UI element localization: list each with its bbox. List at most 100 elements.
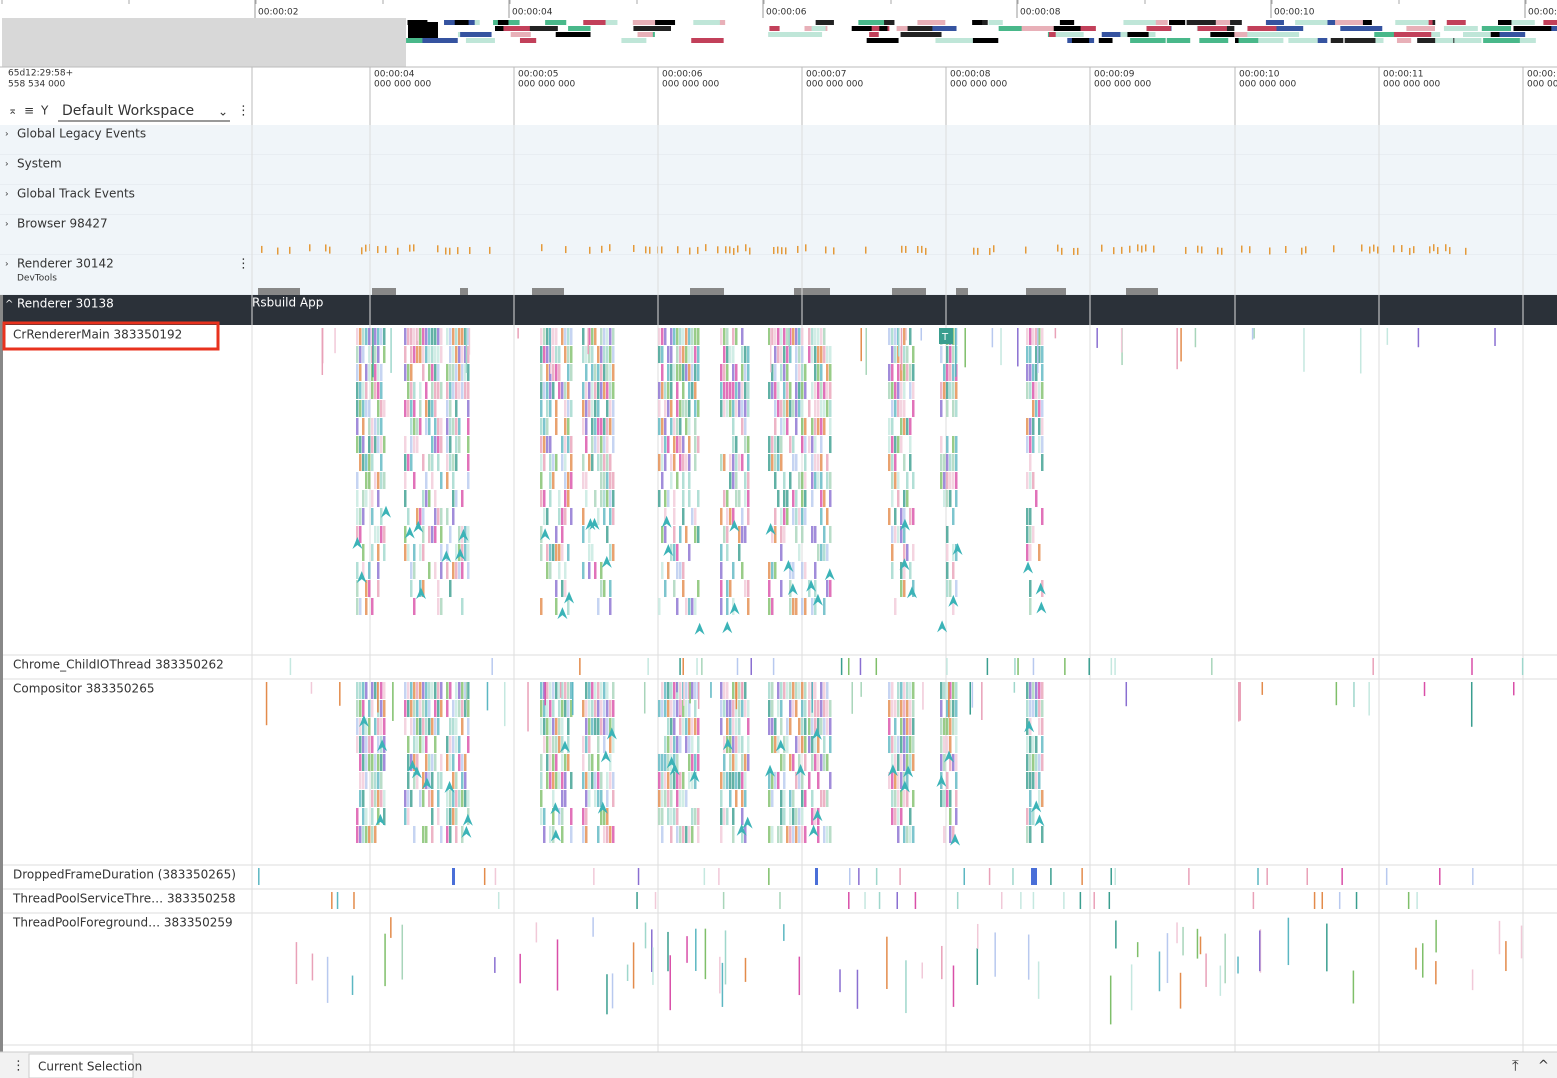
slice — [949, 682, 952, 699]
workspace-chevron[interactable]: ⌄ — [218, 105, 228, 119]
collapse-icon[interactable]: ⌅ — [8, 104, 17, 117]
slice — [311, 953, 314, 981]
counter — [397, 247, 399, 255]
overview-block — [1230, 20, 1242, 25]
slice — [952, 682, 955, 699]
flow-arrow — [808, 824, 819, 837]
slice — [425, 718, 428, 735]
slice — [1038, 436, 1041, 453]
slice — [609, 400, 612, 417]
slice — [801, 364, 804, 381]
slice — [669, 955, 671, 1011]
overview-block — [1507, 38, 1536, 43]
slice — [900, 754, 903, 771]
slice — [795, 490, 798, 507]
slice — [377, 400, 380, 417]
expand-icon[interactable]: ^ — [1538, 1059, 1549, 1074]
slice — [798, 754, 801, 771]
slice — [552, 826, 555, 843]
slice — [679, 454, 682, 471]
slice — [661, 700, 664, 717]
slice — [1041, 328, 1044, 345]
slice — [561, 754, 564, 771]
slice — [570, 328, 573, 345]
slice — [894, 382, 897, 399]
slice — [1026, 682, 1029, 699]
slice — [891, 754, 894, 771]
slice — [903, 700, 906, 717]
slice — [540, 544, 543, 561]
slice — [540, 754, 543, 771]
slice — [582, 508, 585, 525]
slice — [691, 826, 694, 843]
slice — [661, 682, 664, 699]
workspace-select[interactable]: Default Workspace — [62, 103, 194, 119]
slice — [823, 598, 826, 615]
slice — [597, 826, 600, 843]
slice — [1032, 382, 1035, 399]
slice — [986, 658, 989, 675]
flow-arrow — [952, 542, 963, 555]
flow-arrow — [407, 760, 418, 773]
slice — [891, 700, 894, 717]
tab-label[interactable]: Current Selection — [38, 1060, 142, 1074]
slice — [723, 772, 726, 789]
slice — [606, 364, 609, 381]
slice — [1505, 941, 1507, 972]
slice — [1180, 328, 1182, 362]
slice — [461, 598, 464, 615]
slice — [801, 328, 804, 345]
slice — [723, 346, 726, 363]
slice — [826, 544, 829, 561]
slice — [774, 772, 777, 789]
counter — [1369, 246, 1371, 254]
slice — [1037, 961, 1040, 999]
slice — [946, 472, 949, 489]
slice — [661, 364, 664, 381]
slice — [380, 772, 383, 789]
slice — [946, 346, 949, 363]
slice — [461, 682, 464, 699]
slice — [431, 526, 434, 543]
slice — [946, 682, 949, 699]
slice — [543, 508, 546, 525]
sort-icon[interactable]: ≡ — [24, 104, 34, 118]
slice — [670, 808, 673, 825]
slice — [609, 346, 612, 363]
pin-icon[interactable]: ⤒ — [1512, 1057, 1519, 1075]
slice — [906, 736, 909, 753]
slice — [404, 526, 407, 543]
slice — [356, 364, 359, 381]
filter-icon[interactable]: Y — [40, 104, 49, 118]
tab[interactable] — [28, 1053, 134, 1078]
slice — [407, 382, 410, 399]
slice — [741, 736, 744, 753]
slice — [940, 736, 943, 753]
slice — [804, 826, 807, 843]
slice — [820, 400, 823, 417]
slice — [1035, 682, 1038, 699]
slice — [747, 580, 750, 597]
slice — [561, 808, 564, 825]
footer-menu[interactable]: ⋮ — [12, 1059, 25, 1074]
slice — [823, 346, 826, 363]
slice — [368, 754, 371, 771]
slice — [952, 562, 955, 579]
slice — [779, 892, 781, 909]
overview-block — [1247, 32, 1274, 37]
slice — [1054, 328, 1057, 339]
slice — [380, 418, 383, 435]
slice — [789, 598, 792, 615]
slice — [1166, 933, 1169, 984]
slice — [1355, 892, 1358, 909]
slice — [353, 892, 355, 909]
slice — [792, 436, 795, 453]
slice — [744, 957, 747, 982]
slice — [741, 562, 744, 579]
overview-block — [691, 38, 724, 43]
workspace-menu[interactable]: ⋮ — [237, 104, 250, 119]
slice — [434, 328, 437, 345]
slice — [558, 682, 561, 699]
slice — [688, 736, 691, 753]
slice — [667, 754, 670, 771]
